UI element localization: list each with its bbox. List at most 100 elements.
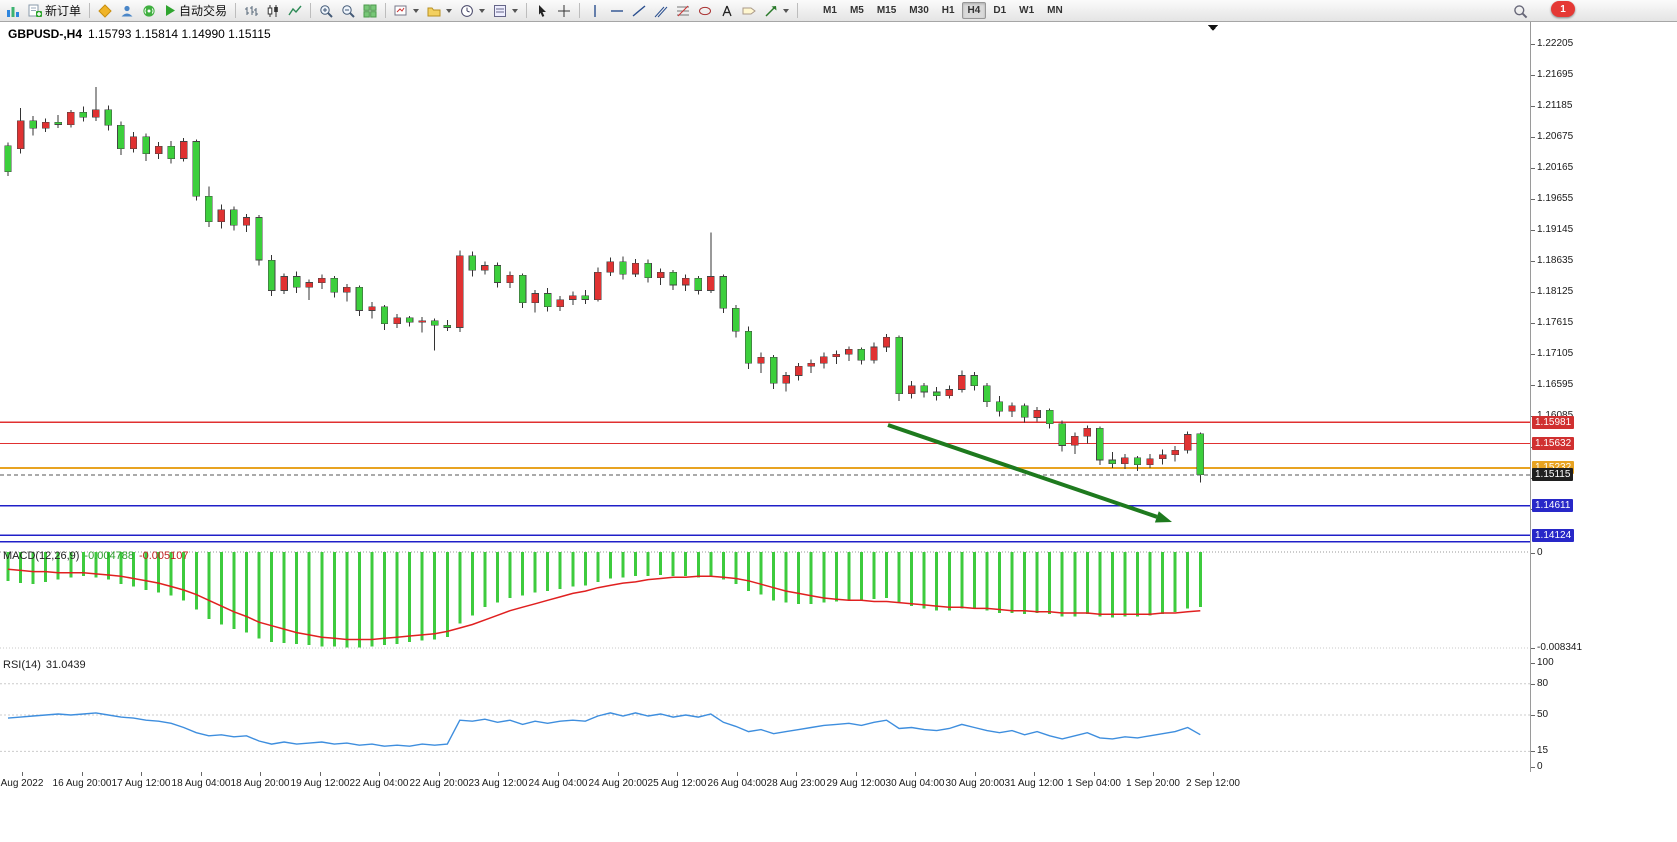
fibonacci-icon <box>677 5 690 16</box>
time-axis-label: 16 Aug 20:00 <box>52 778 112 789</box>
notification-badge[interactable]: 1 <box>1551 1 1575 17</box>
macd-axis[interactable]: 0 -0.008341 <box>1530 547 1677 657</box>
mql5-market-button[interactable] <box>95 2 115 20</box>
time-axis[interactable]: Aug 2022 16 Aug 20:00 17 Aug 12:00 18 Aug 0… <box>0 772 1530 798</box>
time-axis-label: 25 Aug 12:00 <box>647 778 707 789</box>
price-tag-1.14611: 1.14611 <box>1532 499 1574 512</box>
text-tool-icon <box>722 5 732 16</box>
price-tag-1.15115: 1.15115 <box>1532 468 1574 481</box>
toolbar-separator <box>310 3 312 18</box>
person-icon <box>121 5 133 16</box>
bar-chart-button[interactable] <box>241 2 261 20</box>
trendline-icon <box>632 4 646 17</box>
rsi-axis-label: 50 <box>1530 709 1549 720</box>
price-axis-label: 1.21185 <box>1530 100 1573 111</box>
time-axis-tick <box>498 772 499 776</box>
new-order-button[interactable]: 新订单 <box>25 2 84 20</box>
new-order-label: 新订单 <box>45 4 82 18</box>
fibonacci-button[interactable] <box>673 2 693 20</box>
dropdown-caret-icon <box>783 8 790 13</box>
timeframe-button-m15[interactable]: M15 <box>876 5 897 16</box>
time-axis-tick <box>975 772 976 776</box>
toolbar-separator <box>89 3 91 18</box>
templates-button[interactable] <box>490 2 521 20</box>
candlestick-chart[interactable] <box>0 21 1530 547</box>
rsi-axis[interactable]: 100 80 50 15 0 <box>1530 657 1677 772</box>
zoom-in-button[interactable] <box>316 2 336 20</box>
arrow-tool-icon <box>765 5 777 17</box>
shapes-button[interactable] <box>695 2 715 20</box>
price-chart-panel[interactable]: GBPUSD-,H4 1.15793 1.15814 1.14990 1.1511… <box>0 21 1677 549</box>
zoom-in-icon <box>320 4 333 18</box>
line-chart-button[interactable] <box>285 2 305 20</box>
macd-axis-label: 0 <box>1531 547 1543 558</box>
chart-symbol-period: GBPUSD-,H4 <box>8 27 83 41</box>
timeframe-button-h4[interactable]: H4 <box>961 2 987 19</box>
horizontal-line-icon <box>611 9 624 12</box>
candlestick-icon <box>267 4 278 17</box>
signal-icon <box>143 4 155 17</box>
timeframe-button-mn[interactable]: MN <box>1047 5 1063 16</box>
time-axis-label: 30 Aug 04:00 <box>885 778 945 789</box>
rsi-chart[interactable] <box>0 657 1530 771</box>
rsi-indicator-panel[interactable]: RSI(14) 31.0439 100 80 50 15 0 <box>0 657 1677 773</box>
timeframe-button-m30[interactable]: M30 <box>909 5 929 16</box>
vertical-line-button[interactable] <box>585 2 605 20</box>
price-axis-label: 1.17105 <box>1530 348 1574 359</box>
arrows-button[interactable] <box>761 2 792 20</box>
time-axis-tick <box>1094 772 1095 776</box>
community-button[interactable] <box>117 2 137 20</box>
crosshair-button[interactable] <box>554 2 574 20</box>
chart-title: GBPUSD-,H4 1.15793 1.15814 1.14990 1.1511… <box>8 27 271 41</box>
profiles-button[interactable] <box>424 2 455 20</box>
macd-name: MACD(12,26,9) <box>3 550 80 562</box>
text-button[interactable] <box>717 2 737 20</box>
price-axis-label: 1.16595 <box>1530 379 1574 390</box>
candlestick-chart-button[interactable] <box>263 2 283 20</box>
auto-trading-label: 自动交易 <box>179 4 228 18</box>
zoom-out-button[interactable] <box>338 2 358 20</box>
macd-axis-label: -0.008341 <box>1530 642 1583 653</box>
new-chart-button[interactable] <box>391 2 422 20</box>
channel-button[interactable] <box>651 2 671 20</box>
bar-chart-icon <box>245 5 259 16</box>
price-axis-label: 1.18635 <box>1530 255 1574 266</box>
timeframe-button-d1[interactable]: D1 <box>993 5 1007 16</box>
horizontal-line-button[interactable] <box>607 2 627 20</box>
time-axis-panel[interactable]: Aug 2022 16 Aug 20:00 17 Aug 12:00 18 Aug 0… <box>0 772 1677 798</box>
app-button[interactable] <box>3 2 23 20</box>
macd-label: MACD(12,26,9) -0.004788 -0.005107 <box>3 550 189 562</box>
macd-chart[interactable] <box>0 548 1530 656</box>
rsi-value: 31.0439 <box>45 659 86 671</box>
folder-icon <box>427 7 441 16</box>
rsi-label: RSI(14) 31.0439 <box>3 659 86 671</box>
dropdown-caret-icon <box>446 8 453 13</box>
tile-windows-button[interactable] <box>360 2 380 20</box>
price-axis-label: 1.17615 <box>1530 317 1574 328</box>
cursor-button[interactable] <box>532 2 552 20</box>
timeframe-button-w1[interactable]: W1 <box>1019 5 1035 16</box>
time-axis-label: Aug 2022 <box>0 778 44 789</box>
price-axis-label: 1.20165 <box>1530 162 1574 173</box>
price-axis[interactable]: 1.22205 1.21695 1.21185 1.20675 1.20165 1.196… <box>1530 21 1677 548</box>
timeframe-button-m5[interactable]: M5 <box>849 5 864 16</box>
vertical-line-icon <box>594 4 596 17</box>
macd-signal-value: -0.005107 <box>138 550 189 562</box>
trendline-button[interactable] <box>629 2 649 20</box>
time-axis-tick <box>856 772 857 776</box>
text-label-button[interactable] <box>739 2 759 20</box>
auto-trading-button[interactable]: 自动交易 <box>161 2 230 20</box>
macd-indicator-panel[interactable]: MACD(12,26,9) -0.004788 -0.005107 0 -0.0083… <box>0 547 1677 658</box>
period-clock-button[interactable] <box>457 2 488 20</box>
signals-button[interactable] <box>139 2 159 20</box>
app-icon <box>7 6 19 17</box>
timeframe-button-h1[interactable]: H1 <box>941 5 955 16</box>
search-button[interactable] <box>1510 2 1531 20</box>
play-icon <box>166 5 176 16</box>
time-axis-tick <box>201 772 202 776</box>
time-axis-label: 23 Aug 12:00 <box>468 778 528 789</box>
timeframe-button-m1[interactable]: M1 <box>823 5 837 16</box>
chart-ohlc-values: 1.15793 1.15814 1.14990 1.15115 <box>88 27 271 41</box>
price-axis-label: 1.18125 <box>1530 286 1574 297</box>
clock-icon <box>461 4 473 17</box>
